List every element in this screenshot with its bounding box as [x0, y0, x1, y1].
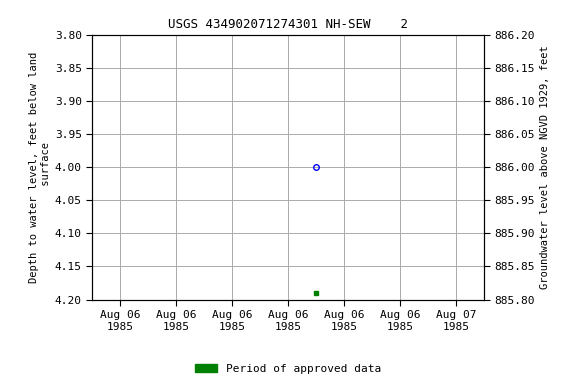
Y-axis label: Depth to water level, feet below land
 surface: Depth to water level, feet below land su…	[29, 51, 51, 283]
Legend: Period of approved data: Period of approved data	[191, 359, 385, 379]
Y-axis label: Groundwater level above NGVD 1929, feet: Groundwater level above NGVD 1929, feet	[540, 45, 550, 289]
Title: USGS 434902071274301 NH-SEW    2: USGS 434902071274301 NH-SEW 2	[168, 18, 408, 31]
